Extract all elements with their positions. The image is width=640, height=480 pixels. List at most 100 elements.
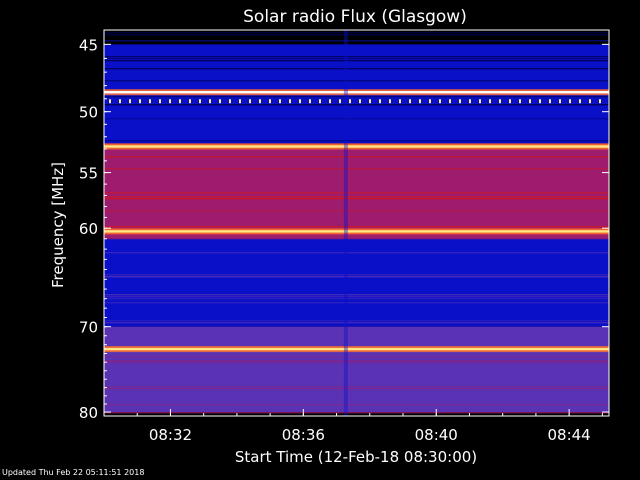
heatmap-texture-row [104,410,609,412]
interference-tick [299,99,301,104]
interference-tick [419,99,421,104]
interference-tick [199,99,201,104]
x-tick-label: 08:32 [149,426,192,444]
heatmap-texture-row [104,156,609,158]
interference-tick [229,99,231,104]
interference-tick [549,99,551,104]
interference-tick [509,99,511,104]
updated-timestamp: Updated Thu Feb 22 05:11:51 2018 [2,468,145,477]
interference-tick [339,99,341,104]
heatmap-texture-row [104,128,609,130]
interference-tick [559,99,561,104]
interference-tick [529,99,531,104]
heatmap-texture-row [104,58,609,60]
heatmap-texture-row [104,110,609,112]
interference-tick [329,99,331,104]
interference-tick [269,99,271,104]
heatmap-band-2 [104,238,609,327]
heatmap-texture-row [104,320,609,322]
interference-tick [499,99,501,104]
heatmap-texture-row [104,208,609,210]
interference-tick [179,99,181,104]
interference-tick [589,99,591,104]
interference-tick [389,99,391,104]
interference-tick [249,99,251,104]
emission-band-0 [104,91,609,94]
interference-tick [489,99,491,104]
heatmap-texture-row [104,34,609,36]
interference-tick [239,99,241,104]
plot-frame [103,29,610,417]
interference-tick [439,99,441,104]
interference-tick [189,99,191,104]
interference-tick [469,99,471,104]
heatmap-texture-row [104,378,609,380]
heatmap-texture-row [104,356,609,358]
interference-tick [449,99,451,104]
heatmap-texture-row [104,390,609,392]
heatmap-texture-row [104,238,609,240]
heatmap-texture-row [104,300,609,302]
heatmap-texture-row [104,210,609,212]
interference-tick [109,99,111,104]
heatmap-texture-row [104,298,609,300]
interference-tick [259,99,261,104]
heatmap-texture-row [104,296,609,298]
heatmap-band-1 [104,142,609,239]
y-tick-label: 70 [79,319,98,337]
interference-tick [539,99,541,104]
x-tick-label: 08:40 [415,426,458,444]
heatmap-texture-row [104,306,609,308]
interference-tick [169,99,171,104]
interference-tick [409,99,411,104]
heatmap-texture-row [104,140,609,142]
heatmap-texture-row [104,274,609,276]
x-tick-label: 08:36 [282,426,325,444]
heatmap-texture-row [104,196,609,198]
heatmap-texture-row [104,324,609,326]
heatmap-texture-row [104,120,609,122]
heatmap-texture-row [104,404,609,406]
heatmap-texture-row [104,174,609,176]
interference-tick [459,99,461,104]
heatmap-texture-row [104,276,609,278]
interference-tick [159,99,161,104]
interference-tick [599,99,601,104]
heatmap-texture-row [104,142,609,144]
heatmap-texture-row [104,204,609,206]
x-tick-label: 08:44 [548,426,591,444]
heatmap-texture-row [104,252,609,254]
heatmap-texture-row [104,60,609,62]
heatmap-texture-row [104,96,609,98]
heatmap-texture-row [104,214,609,216]
heatmap-texture-row [104,362,609,364]
interference-tick [369,99,371,104]
interference-tick [289,99,291,104]
interference-tick [209,99,211,104]
heatmap-texture-row [104,240,609,242]
heatmap-texture-row [104,192,609,194]
emission-band-1 [104,145,609,148]
heatmap-texture-row [104,302,609,304]
interference-tick [319,99,321,104]
y-tick-label: 55 [79,165,98,183]
interference-tick [309,99,311,104]
heatmap-texture-row [104,394,609,396]
heatmap-texture-row [104,360,609,362]
interference-tick [569,99,571,104]
heatmap-texture-row [104,312,609,314]
heatmap-texture-row [104,242,609,244]
heatmap-texture-row [104,412,609,414]
interference-tick [399,99,401,104]
heatmap-texture-row [104,80,609,82]
chart-title: Solar radio Flux (Glasgow) [243,7,467,27]
heatmap-texture-row [104,64,609,66]
y-axis: 45 50 55 60 70 80 [79,36,609,422]
heatmap-texture-row [104,294,609,296]
heatmap-texture-row [104,322,609,324]
heatmap-texture-row [104,226,609,228]
heatmap-texture-row [104,386,609,388]
interference-tick [359,99,361,104]
interference-tick [429,99,431,104]
